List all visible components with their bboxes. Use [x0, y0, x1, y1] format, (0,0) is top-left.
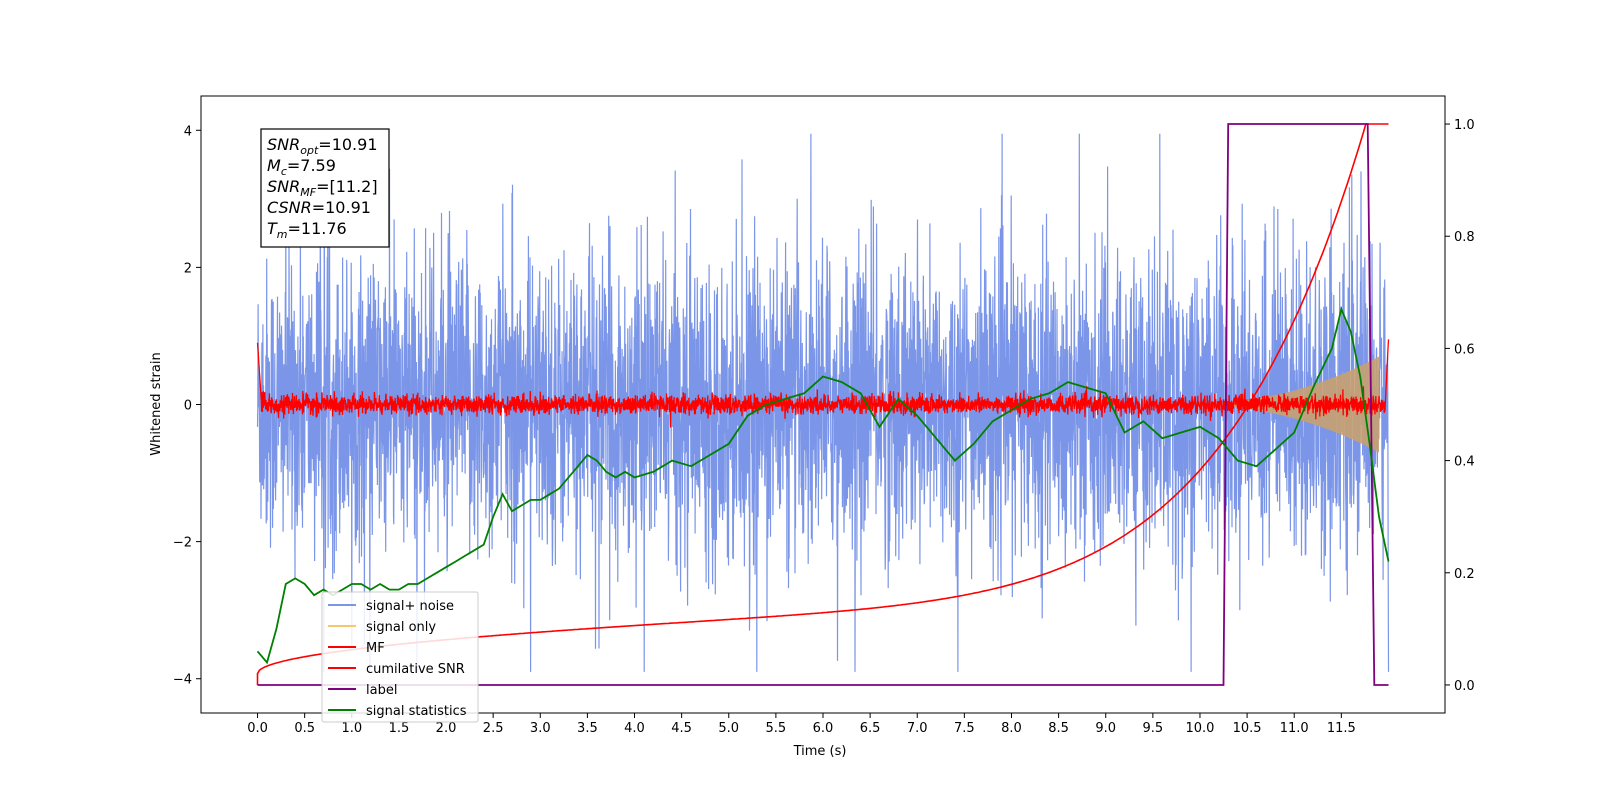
- y2-tick-label: 0.8: [1454, 230, 1475, 245]
- snr-opt-annotation: SNRopt=10.91: [267, 135, 378, 157]
- x-tick-label: 10.0: [1185, 721, 1214, 736]
- x-tick-label: 3.0: [530, 721, 551, 736]
- x-tick-label: 6.0: [813, 721, 834, 736]
- y2-axis-ticks: 1.0 0.8 0.6 0.4 0.2 0.0: [1445, 118, 1475, 694]
- x-tick-label: 11.5: [1327, 721, 1356, 736]
- mf-line: [256, 339, 1390, 428]
- y-tick-label: −4: [173, 673, 192, 688]
- signal-noise-line: [256, 133, 1390, 672]
- mf-series: [256, 339, 1390, 428]
- x-tick-label: 5.5: [766, 721, 787, 736]
- x-tick-label: 4.0: [624, 721, 645, 736]
- x-tick-label: 0.0: [247, 721, 268, 736]
- x-tick-label: 6.5: [860, 721, 881, 736]
- x-tick-label: 9.5: [1143, 721, 1164, 736]
- label-line: [257, 123, 1389, 686]
- y2-tick-label: 0.2: [1454, 567, 1475, 582]
- x-tick-label: 7.0: [907, 721, 928, 736]
- label-series: [257, 123, 1389, 686]
- x-tick-label: 4.5: [671, 721, 692, 736]
- snr-mf-annotation: SNRMF=[11.2]: [267, 177, 378, 199]
- signal-only-envelope: [1181, 356, 1379, 453]
- x-tick-label: 1.5: [389, 721, 410, 736]
- y-axis-label: Whitened strain: [149, 352, 164, 455]
- signal-noise-series: [256, 133, 1390, 672]
- x-tick-label: 1.0: [341, 721, 362, 736]
- legend-label: MF: [366, 641, 385, 656]
- y2-tick-label: 0.6: [1454, 342, 1475, 357]
- x-axis-ticks: 0.0 0.5 1.0 1.5 2.0 2.5 3.0 3.5 4.0 4.5 5.0 5.5 6.0 6…: [247, 713, 1356, 736]
- tm-annotation: Tm=11.76: [267, 219, 347, 241]
- x-tick-label: 8.5: [1048, 721, 1069, 736]
- signal-statistics-series: [256, 306, 1390, 665]
- stats-annotation-box: SNRopt=10.91 Mc=7.59 SNRMF=[11.2] CSNR=1…: [260, 128, 390, 248]
- x-tick-label: 5.0: [718, 721, 739, 736]
- x-tick-label: 2.5: [483, 721, 504, 736]
- y-tick-label: 2: [184, 261, 192, 276]
- legend: signal+ noise signal only MF cumilative SNR…: [321, 591, 479, 723]
- signal-statistics-line: [256, 306, 1390, 665]
- x-tick-label: 9.0: [1095, 721, 1116, 736]
- y-axis-ticks: 4 2 0 −2 −4: [173, 124, 201, 688]
- y2-tick-label: 1.0: [1454, 118, 1475, 133]
- mc-annotation: Mc=7.59: [267, 156, 336, 178]
- x-tick-label: 3.5: [577, 721, 598, 736]
- x-tick-label: 10.5: [1233, 721, 1262, 736]
- y-tick-label: −2: [173, 536, 192, 551]
- legend-label: signal+ noise: [366, 599, 454, 614]
- legend-label: signal only: [366, 620, 436, 635]
- y2-tick-label: 0.4: [1454, 455, 1475, 470]
- legend-label: label: [366, 683, 397, 698]
- x-tick-label: 2.0: [436, 721, 457, 736]
- y-tick-label: 4: [184, 124, 192, 139]
- x-tick-label: 0.5: [294, 721, 315, 736]
- legend-label: cumilative SNR: [366, 662, 465, 677]
- csnr-annotation: CSNR=10.91: [267, 198, 371, 217]
- y2-tick-label: 0.0: [1454, 679, 1475, 694]
- legend-label: signal statistics: [366, 704, 467, 719]
- x-tick-label: 8.0: [1001, 721, 1022, 736]
- signal-only-series: [1181, 356, 1379, 453]
- y-tick-label: 0: [184, 399, 192, 414]
- x-axis-label: Time (s): [793, 744, 847, 759]
- x-tick-label: 7.5: [954, 721, 975, 736]
- x-tick-label: 11.0: [1280, 721, 1309, 736]
